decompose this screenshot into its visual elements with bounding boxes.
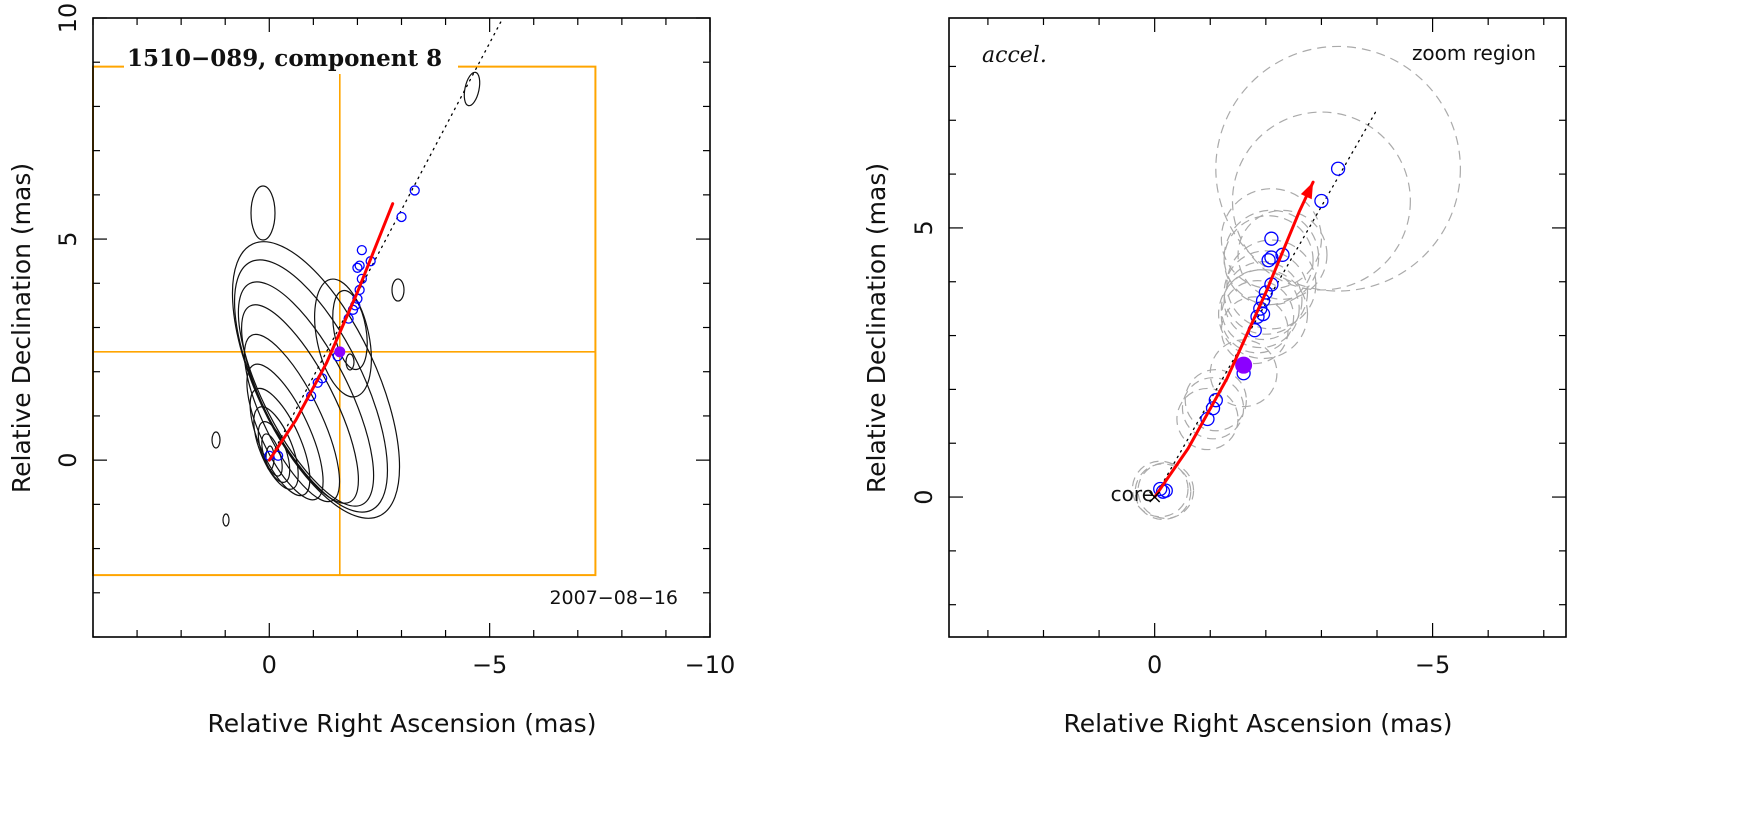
error-circle — [1217, 268, 1309, 360]
highlighted-epoch-point — [1235, 356, 1253, 374]
contour — [231, 241, 401, 519]
position-point — [1264, 231, 1279, 246]
track-curve — [267, 202, 395, 462]
error-circle — [1220, 280, 1295, 354]
position-point — [1264, 250, 1279, 265]
track-curve — [1153, 180, 1315, 499]
error-circle — [1237, 209, 1328, 300]
error-circle — [1223, 261, 1303, 341]
error-circle — [1176, 387, 1239, 451]
contour — [261, 433, 283, 477]
contour — [233, 259, 389, 513]
x-tick-label: 0 — [262, 651, 277, 679]
core-label: core — [1111, 482, 1154, 506]
x-tick-label: −5 — [472, 651, 507, 679]
y-tick-label: 0 — [54, 453, 82, 468]
y-tick-label: 0 — [910, 489, 938, 504]
panel-title: 1510−089, component 8 — [127, 45, 442, 72]
plot-frame: 0 −5 0 5 — [910, 17, 1567, 679]
error-circle — [1181, 377, 1245, 440]
y-tick-label: 5 — [54, 231, 82, 246]
error-circle — [1220, 188, 1323, 290]
component-positions — [1153, 161, 1346, 499]
contour — [345, 353, 355, 371]
highlighted-epoch-point — [334, 346, 346, 358]
error-circle — [1134, 463, 1192, 521]
position-point — [356, 244, 367, 256]
contour — [237, 281, 375, 507]
contour — [314, 278, 372, 398]
error-circle — [1220, 269, 1300, 349]
contour — [222, 513, 230, 527]
error-circle — [1223, 209, 1320, 306]
axes-border — [92, 17, 711, 638]
component-positions — [264, 185, 420, 461]
y-tick-label: 5 — [910, 220, 938, 235]
position-point — [1330, 161, 1346, 176]
jet-axis — [268, 17, 504, 461]
left-panel: 0 −5 −10 0 5 10 1510−089, component 8 2007−08… — [7, 3, 735, 738]
right-panel: 0 −5 0 5 accel. zoom region core Relative R… — [862, 17, 1567, 738]
position-point — [409, 185, 420, 196]
position-point — [352, 262, 363, 273]
x-axis-label: Relative Right Ascension (mas) — [208, 709, 597, 738]
y-axis-label: Relative Declination (mas) — [862, 163, 891, 493]
track-arrowhead — [1300, 182, 1314, 200]
jet-axis-line — [268, 17, 504, 461]
x-tick-label: −5 — [1415, 651, 1450, 679]
error-circle — [1220, 296, 1289, 365]
contour — [332, 289, 368, 371]
acceleration-track — [1153, 180, 1315, 499]
core-cross — [1149, 491, 1161, 503]
plot-frame: 0 −5 −10 0 5 10 — [54, 3, 735, 679]
position-point — [396, 211, 407, 223]
jet-axis — [1154, 108, 1378, 498]
contour — [253, 406, 299, 490]
position-point — [354, 260, 365, 271]
contour — [246, 363, 324, 501]
x-tick-label: 0 — [1147, 651, 1162, 679]
core-marker — [1149, 491, 1161, 503]
position-point — [1258, 285, 1273, 300]
y-tick-label: 10 — [54, 3, 82, 34]
contour — [463, 71, 481, 107]
contour — [211, 431, 221, 449]
jet-axis-line — [1154, 108, 1378, 498]
position-point — [1314, 193, 1329, 209]
x-axis-label: Relative Right Ascension (mas) — [1064, 709, 1453, 738]
zoom-region-label: zoom region — [1412, 41, 1536, 65]
error-circle — [1215, 45, 1461, 292]
error-circle — [1223, 215, 1314, 306]
intensity-contours — [211, 71, 481, 527]
contour — [391, 278, 405, 302]
position-point — [1208, 393, 1223, 408]
contour — [250, 185, 276, 241]
acceleration-track — [267, 202, 395, 462]
position-error-circles — [1131, 45, 1461, 521]
x-tick-label: −10 — [685, 651, 736, 679]
position-point — [1153, 481, 1168, 497]
error-circle — [1223, 250, 1309, 335]
axes-border — [948, 17, 1567, 638]
error-circle — [1184, 368, 1247, 432]
panel-title: accel. — [982, 43, 1047, 68]
y-axis-label: Relative Declination (mas) — [7, 163, 36, 493]
position-point — [1261, 253, 1276, 268]
error-circle — [1131, 460, 1189, 518]
contour — [243, 333, 341, 503]
epoch-label: 2007−08−16 — [549, 587, 678, 609]
error-circle — [1231, 111, 1411, 291]
title-background — [124, 38, 458, 74]
